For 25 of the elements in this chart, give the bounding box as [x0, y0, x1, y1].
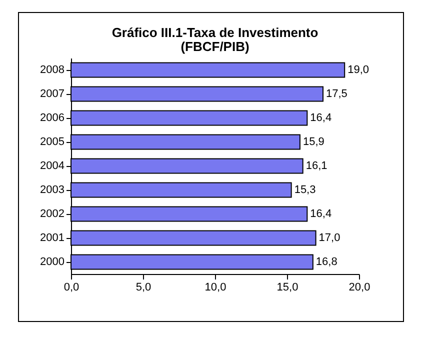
y-tick-label: 2000 — [40, 256, 64, 268]
chart-subtitle: (FBCF/PIB) — [180, 39, 250, 54]
data-label: 16,1 — [306, 160, 328, 172]
data-label: 17,0 — [318, 232, 340, 244]
chart-title: Gráfico III.1-Taxa de Investimento — [112, 25, 318, 40]
y-tick-label: 2002 — [40, 208, 64, 220]
data-label: 16,4 — [310, 208, 332, 220]
x-tick-label: 20,0 — [348, 282, 370, 294]
x-tick-label: 10,0 — [204, 282, 226, 294]
y-tick-label: 2001 — [40, 232, 64, 244]
y-tick-label: 2007 — [40, 88, 64, 100]
data-label: 17,5 — [326, 88, 348, 100]
y-tick-label: 2003 — [40, 184, 64, 196]
x-tick-label: 0,0 — [64, 282, 80, 294]
x-tick-label: 5,0 — [136, 282, 152, 294]
y-tick-label: 2006 — [40, 112, 64, 124]
y-tick-label: 2008 — [40, 64, 64, 76]
data-label: 16,4 — [310, 112, 332, 124]
y-tick-label: 2004 — [40, 160, 64, 172]
data-label: 19,0 — [348, 64, 370, 76]
data-label: 15,3 — [294, 184, 316, 196]
y-tick-label: 2005 — [40, 136, 64, 148]
x-tick-label: 15,0 — [276, 282, 298, 294]
data-label: 15,9 — [302, 136, 324, 148]
data-label: 16,8 — [316, 256, 338, 268]
